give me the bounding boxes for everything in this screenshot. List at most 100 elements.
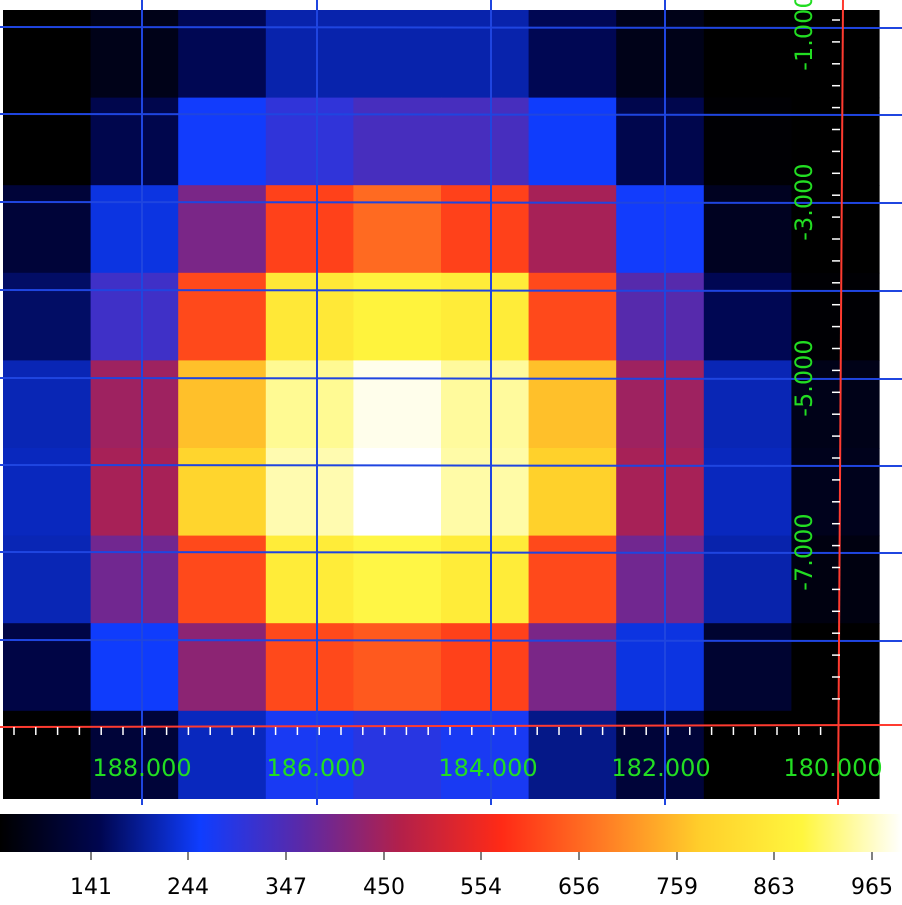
heatmap-cell xyxy=(791,10,880,99)
heatmap-cell xyxy=(178,272,267,361)
heatmap-cell xyxy=(441,535,530,624)
x-tick-label: 182.000 xyxy=(611,754,710,782)
heatmap-cell xyxy=(265,448,354,537)
heatmap-cell xyxy=(703,185,792,274)
colorbar-tick-label: 244 xyxy=(167,875,209,900)
heatmap-cell xyxy=(90,710,179,799)
grid-line-horizontal xyxy=(0,464,902,467)
heatmap-cell xyxy=(616,10,705,99)
heatmap-cell xyxy=(90,360,179,449)
heatmap-cell xyxy=(265,360,354,449)
heatmap-cell xyxy=(441,448,530,537)
heatmap-cell xyxy=(528,272,617,361)
grid-line-horizontal xyxy=(0,113,902,116)
x-tick-labels: 188.000 186.000 184.000 182.000 180.000 xyxy=(92,754,882,782)
colorbar-tick-label: 554 xyxy=(460,875,502,900)
heatmap-cell xyxy=(265,97,354,186)
heatmap-cell xyxy=(616,623,705,712)
heatmap-cell xyxy=(616,97,705,186)
heatmap-plot: 188.000 186.000 184.000 182.000 180.000 -1.0… xyxy=(0,0,902,805)
heatmap-cell xyxy=(3,185,92,274)
heatmap-cell xyxy=(528,535,617,624)
heatmap-cell xyxy=(178,185,267,274)
x-tick-label: 188.000 xyxy=(92,754,191,782)
heatmap-cell xyxy=(791,535,880,624)
heatmap-cell xyxy=(3,623,92,712)
y-tick-label: -7.000 xyxy=(790,513,818,590)
y-axis-line xyxy=(837,0,844,805)
heatmap-cells xyxy=(3,10,880,799)
y-tick-label: -1.000 xyxy=(790,0,818,71)
heatmap-cell xyxy=(703,535,792,624)
heatmap-cell xyxy=(791,448,880,537)
colorbar-gradient xyxy=(0,814,902,852)
x-tick-label: 180.000 xyxy=(783,754,882,782)
heatmap-cell xyxy=(528,710,617,799)
y-tick-labels: -1.000 -3.000 -5.000 -7.000 xyxy=(790,0,818,591)
heatmap-cell xyxy=(265,535,354,624)
heatmap-cell xyxy=(441,623,530,712)
grid-line-horizontal xyxy=(0,201,902,204)
heatmap-cell xyxy=(3,10,92,99)
colorbar-tick-label: 863 xyxy=(753,875,795,900)
grid-line-horizontal xyxy=(0,289,902,292)
heatmap-cell xyxy=(353,623,442,712)
heatmap-cell xyxy=(353,448,442,537)
heatmap-cell xyxy=(616,185,705,274)
heatmap-cell xyxy=(90,97,179,186)
heatmap-cell xyxy=(528,185,617,274)
x-axis-line xyxy=(0,724,902,728)
colorbar-tick-label: 450 xyxy=(363,875,405,900)
heatmap-cell xyxy=(791,185,880,274)
heatmap-cell xyxy=(265,272,354,361)
heatmap-cell xyxy=(3,535,92,624)
heatmap-cell xyxy=(703,360,792,449)
grid-line-horizontal xyxy=(0,26,902,29)
heatmap-cell xyxy=(90,535,179,624)
heatmap-cell xyxy=(265,185,354,274)
heatmap-cell xyxy=(353,185,442,274)
heatmap-cell xyxy=(616,448,705,537)
heatmap-cell xyxy=(265,623,354,712)
heatmap-cell xyxy=(441,10,530,99)
heatmap-cell xyxy=(353,10,442,99)
heatmap-cell xyxy=(528,10,617,99)
colorbar-tick-label: 759 xyxy=(656,875,698,900)
heatmap-cell xyxy=(703,97,792,186)
heatmap-cell xyxy=(178,97,267,186)
heatmap-cell xyxy=(178,535,267,624)
heatmap-cell xyxy=(3,710,92,799)
x-tick-label: 184.000 xyxy=(438,754,537,782)
grid-line-horizontal xyxy=(0,639,902,642)
colorbar-tick-label: 141 xyxy=(70,875,112,900)
heatmap-cell xyxy=(353,710,442,799)
heatmap-cell xyxy=(178,360,267,449)
grid-line-horizontal xyxy=(0,377,902,380)
heatmap-cell xyxy=(90,272,179,361)
heatmap-cell xyxy=(3,97,92,186)
heatmap-cell xyxy=(528,360,617,449)
heatmap-cell xyxy=(703,623,792,712)
heatmap-cell xyxy=(528,623,617,712)
heatmap-cell xyxy=(265,10,354,99)
axis-tick-marks xyxy=(13,19,840,735)
colorbar-ticks: 141 244 347 450 554 656 759 863 965 xyxy=(70,852,893,900)
heatmap-cell xyxy=(791,272,880,361)
colorbar-tick-label: 347 xyxy=(265,875,307,900)
heatmap-cell xyxy=(441,185,530,274)
heatmap-cell xyxy=(3,272,92,361)
heatmap-cell xyxy=(791,97,880,186)
heatmap-cell xyxy=(3,448,92,537)
heatmap-cell xyxy=(178,448,267,537)
colorbar: 141 244 347 450 554 656 759 863 965 xyxy=(0,814,902,900)
y-tick-label: -3.000 xyxy=(790,163,818,240)
heatmap-cell xyxy=(90,623,179,712)
heatmap-cell xyxy=(353,272,442,361)
heatmap-cell xyxy=(353,360,442,449)
heatmap-cell xyxy=(703,448,792,537)
heatmap-cell xyxy=(90,185,179,274)
heatmap-cell xyxy=(616,360,705,449)
y-tick-label: -5.000 xyxy=(790,339,818,416)
heatmap-cell xyxy=(528,97,617,186)
axis-lines xyxy=(0,0,902,805)
